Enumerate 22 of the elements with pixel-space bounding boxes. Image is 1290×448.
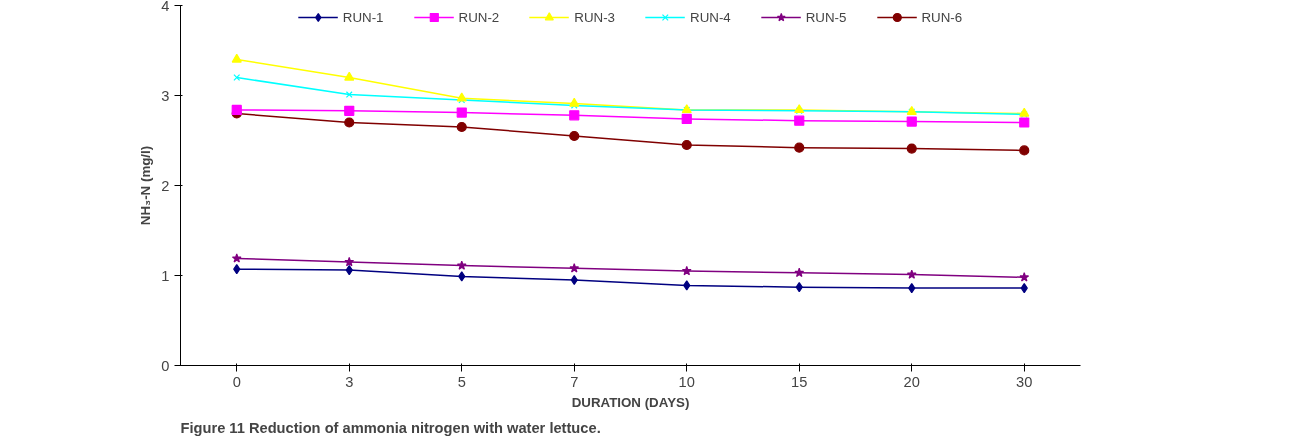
y-tick-label: 4 [161, 0, 170, 14]
y-tick-label: 1 [161, 267, 170, 284]
legend-label: RUN-4 [690, 9, 731, 25]
x-tick-label: 10 [678, 373, 695, 390]
x-axis-title: DURATION (DAYS) [571, 394, 690, 410]
y-tick-label: 0 [161, 357, 170, 374]
caption: Figure 11 Reduction of ammonia nitrogen with water lettuce. [180, 419, 601, 436]
y-tick-label: 2 [161, 177, 170, 194]
legend-label: RUN-6 [921, 9, 963, 25]
x-tick-label: 15 [791, 373, 808, 390]
legend-label: RUN-5 [805, 9, 847, 25]
x-tick-label: 30 [1016, 373, 1033, 390]
x-tick-label: 5 [457, 373, 466, 390]
x-tick-label: 7 [570, 373, 579, 390]
y-tick-label: 3 [161, 87, 170, 104]
legend-label: RUN-2 [458, 9, 500, 25]
y-axis-title: NH₃-N (mg/l) [138, 145, 154, 226]
x-tick-label: 20 [903, 373, 920, 390]
legend-label: RUN-1 [342, 9, 384, 25]
x-tick-label: 0 [232, 373, 241, 390]
legend-label: RUN-3 [574, 9, 615, 25]
x-tick-label: 3 [345, 373, 354, 390]
